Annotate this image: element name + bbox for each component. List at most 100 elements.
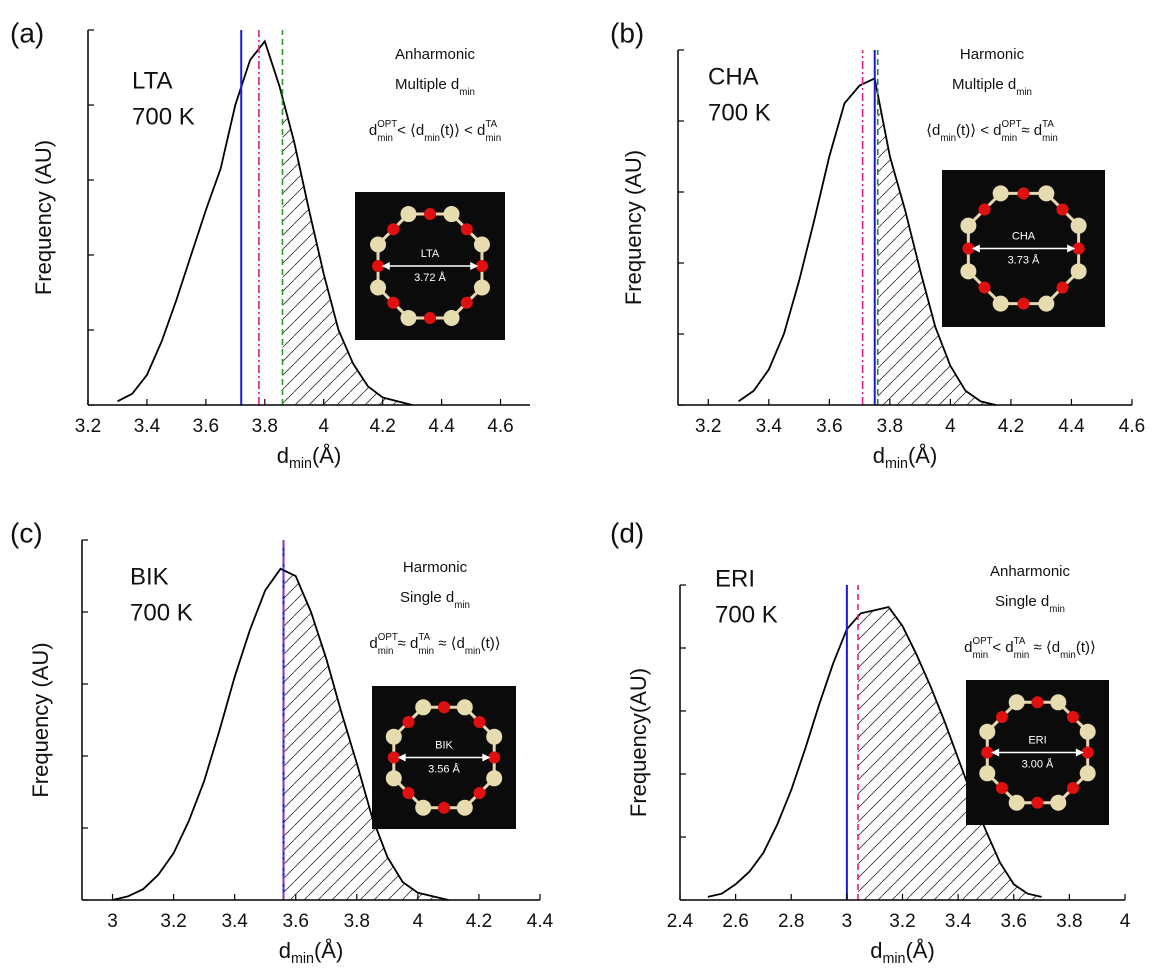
text-run: < d [988,639,1013,656]
x-tick-label: 3.4 [134,416,161,437]
silicon-atom [443,206,460,223]
silicon-atom [473,279,490,296]
x-tick-label: 3.8 [252,416,278,437]
subscript: min [885,456,908,472]
text-run: Harmonic [403,559,468,576]
annotation: Single dmin [995,593,1065,615]
x-tick-label: 4.2 [466,911,492,932]
arrow-head [397,753,406,762]
subscript: min [1042,133,1058,144]
superscript: TA [418,632,430,643]
oxygen-atom [1017,297,1030,310]
arrow-head [482,753,491,762]
x-axis-label: dmin(Å) [873,443,938,472]
silicon-atom [979,723,996,740]
text-run: Single d [400,589,454,606]
oxygen-atom [1066,781,1079,794]
text-run: d [279,938,291,963]
annotation: Harmonic [403,559,468,576]
oxygen-atom [475,260,488,272]
text-run: ≈ d [393,635,418,652]
x-tick-label: 4 [1120,911,1131,932]
text-run: (t)⟩ < d [440,122,485,139]
x-axis-label: dmin(Å) [279,938,344,967]
y-axis-label: Frequency (AU) [621,150,646,305]
superscript: TA [1042,119,1054,130]
panel-label: (c) [10,517,43,548]
silicon-atom [1008,694,1025,711]
silicon-atom [1070,263,1087,280]
x-tick-label: 3.6 [283,911,309,932]
oxygen-atom [996,781,1009,794]
text-run: d [873,443,885,468]
silicon-atom [960,217,977,234]
sample-label: 700 K [132,103,195,130]
x-tick-label: 3.6 [1001,911,1027,932]
oxygen-atom [473,716,486,729]
oxygen-atom [1056,281,1069,294]
inset-dimension: 3.56 Å [428,762,460,775]
text-run: (t)⟩ [481,635,501,652]
text-run: Anharmonic [395,46,476,63]
subscript: min [378,646,394,657]
inset-dimension: 3.00 Å [1022,757,1054,770]
text-run: d [369,635,377,652]
text-run: ≈ d [1017,122,1042,139]
silicon-atom [415,799,432,816]
x-tick-label: 4 [318,416,329,437]
panel: 3.2 3.4 3.6 3.8 4 4.2 4.4 4.6 (b) CHA 700 K Harmoni… [610,17,1145,471]
subscript: min [424,133,440,144]
x-tick-label: 3.2 [160,911,186,932]
sample-label: CHA [708,63,759,90]
panel: 3.2 3.4 3.6 3.8 4 4.2 4.4 4.6 (a) LTA 700 K Anharmo… [10,17,530,472]
text-run: ≈ ⟨d [1029,639,1060,656]
panel-label: (a) [10,17,44,48]
oxygen-atom [424,208,436,221]
silicon-atom [1050,794,1067,811]
subscript: min [459,87,475,98]
superscript: OPT [378,632,398,643]
text-run: d [369,122,377,139]
oxygen-atom [402,786,415,799]
x-axis-label: dmin(Å) [870,938,935,967]
silicon-atom [1070,217,1087,234]
silicon-atom [1050,694,1067,711]
x-tick-label: 3.8 [1056,911,1082,932]
oxygen-atom [1031,696,1044,709]
inset-dimension: 3.72 Å [414,271,446,284]
silicon-atom [992,185,1009,202]
silicon-atom [1008,794,1025,811]
oxygen-atom [387,223,400,236]
x-tick-label: 3.2 [889,911,915,932]
text-run: < ⟨d [393,122,424,139]
y-axis-label: Frequency (AU) [31,140,56,295]
inset-dimension: 3.73 Å [1008,253,1040,266]
silicon-atom [415,699,432,716]
subscript: min [1049,604,1065,615]
subscript: min [465,646,481,657]
silicon-atom [456,799,473,816]
subscript: min [377,133,393,144]
annotation: Anharmonic [395,46,476,63]
superscript: OPT [972,636,992,647]
x-tick-label: 3.6 [816,416,842,437]
x-tick-label: 3.4 [756,416,783,437]
text-run: ⟨d [926,122,940,139]
silicon-atom [486,770,503,787]
superscript: TA [485,119,497,130]
y-axis-label: Frequency(AU) [626,668,651,817]
oxygen-atom [962,242,975,255]
arrow-head [991,748,1000,757]
silicon-atom [370,236,387,253]
text-run: Harmonic [960,46,1025,63]
oxygen-atom [978,203,991,216]
text-run: Multiple d [952,76,1016,93]
silicon-atom [1079,765,1096,782]
oxygen-atom [1017,187,1030,200]
annotation: Anharmonic [990,563,1071,580]
subscript: min [291,951,314,967]
oxygen-atom [460,296,473,309]
inset-label: LTA [421,248,440,260]
oxygen-atom [996,711,1009,724]
sample-label: 700 K [708,99,771,126]
